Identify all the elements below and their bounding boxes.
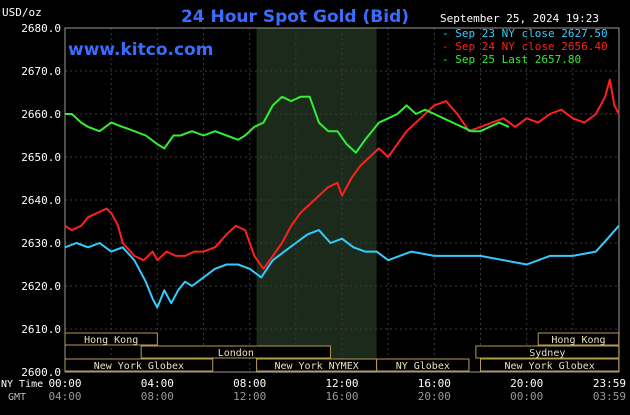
y-axis: 2600.0 2610.0 2620.0 2630.0 2640.0 2650.0 2660… — [21, 22, 61, 379]
gmt-label: GMT — [8, 392, 26, 403]
chart-title: 24 Hour Spot Gold (Bid) — [181, 7, 409, 27]
gmt-tick: 08:00 — [141, 390, 174, 403]
session-label: New York Globex — [504, 361, 594, 372]
gmt-tick: 04:00 — [48, 390, 81, 403]
gmt-tick: 03:59 — [593, 390, 626, 403]
series-line-sep-23 — [64, 225, 620, 309]
session-bar — [140, 345, 331, 359]
y-tick-label: 2630.0 — [21, 237, 61, 250]
y-tick-label: 2670.0 — [21, 65, 61, 78]
ny-time-tick: 04:00 — [141, 377, 174, 390]
legend-entry-sep24: - Sep 24 NY close 2656.40 — [442, 40, 608, 53]
session-bar — [475, 345, 620, 359]
ny-time-tick: 16:00 — [418, 377, 451, 390]
gmt-tick: 16:00 — [325, 390, 358, 403]
series-line-sep-25 — [65, 95, 510, 154]
gmt-tick: 12:00 — [233, 390, 266, 403]
gmt-tick: 00:00 — [510, 390, 543, 403]
y-tick-label: 2650.0 — [21, 151, 61, 164]
ny-time-tick: 00:00 — [48, 377, 81, 390]
session-bar — [64, 332, 158, 346]
legend: - Sep 23 NY close 2627.50 - Sep 24 NY cl… — [442, 27, 608, 66]
ny-time-tick: 23:59 — [593, 377, 626, 390]
gmt-tick: 20:00 — [418, 390, 451, 403]
session-bar — [64, 358, 214, 372]
session-label: Sydney — [529, 348, 565, 359]
y-tick-label: 2640.0 — [21, 194, 61, 207]
website-label: www.kitco.com — [68, 40, 213, 60]
ny-time-label: NY Time — [1, 379, 43, 390]
y-tick-label: 2620.0 — [21, 280, 61, 293]
session-label: Hong Kong — [84, 335, 138, 346]
legend-entry-sep23: - Sep 23 NY close 2627.50 — [442, 27, 608, 40]
y-tick-label: 2660.0 — [21, 108, 61, 121]
plot-frame — [64, 27, 620, 373]
y-tick-label: 2610.0 — [21, 323, 61, 336]
chart-grid — [65, 27, 619, 373]
y-tick-label: 2680.0 — [21, 22, 61, 35]
session-label: NY Globex — [396, 361, 450, 372]
session-bar — [376, 358, 470, 372]
unit-label: USD/oz — [2, 6, 42, 19]
series-line-sep-24 — [64, 78, 620, 270]
legend-entry-sep25: - Sep 25 Last 2657.80 — [442, 53, 581, 66]
session-label: London — [218, 348, 254, 359]
market-sessions: Hong Kong Hong Kong London Sydney New York G… — [64, 332, 620, 372]
session-label: New York Globex — [94, 361, 184, 372]
session-label: Hong Kong — [551, 335, 605, 346]
session-bar — [480, 358, 620, 372]
session-label: New York NYMEX — [274, 361, 358, 372]
ny-time-tick: 08:00 — [233, 377, 266, 390]
chart-datetime: September 25, 2024 19:23 — [440, 12, 599, 25]
ny-time-tick: 12:00 — [325, 377, 358, 390]
session-bar — [537, 332, 620, 346]
ny-time-tick: 20:00 — [510, 377, 543, 390]
y-tick-label: 2600.0 — [21, 366, 61, 379]
x-axis: 00:0004:0004:0008:0008:0012:0012:0016:00… — [48, 377, 626, 403]
price-series — [64, 78, 620, 309]
